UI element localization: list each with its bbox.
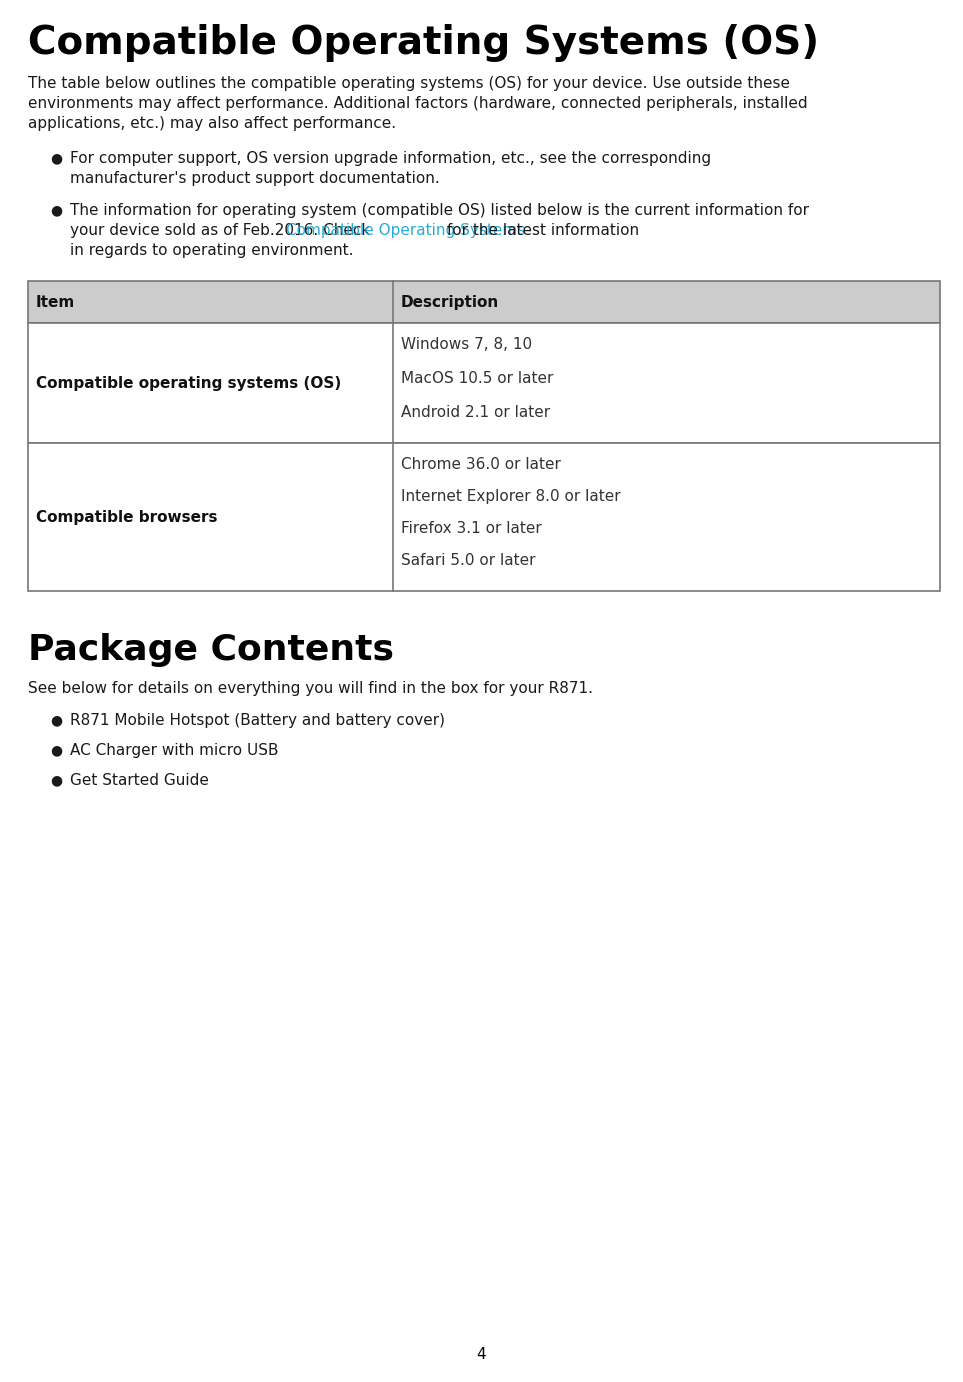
Text: R871 Mobile Hotspot (Battery and battery cover): R871 Mobile Hotspot (Battery and battery… [70,713,445,728]
Text: MacOS 10.5 or later: MacOS 10.5 or later [401,370,553,386]
Text: Windows 7, 8, 10: Windows 7, 8, 10 [401,337,532,352]
Text: ●: ● [50,773,63,786]
Text: ●: ● [50,151,63,164]
Text: Android 2.1 or later: Android 2.1 or later [401,405,550,420]
Text: 4: 4 [477,1347,486,1363]
Text: manufacturer's product support documentation.: manufacturer's product support documenta… [70,171,440,187]
Text: Item: Item [36,294,75,310]
Text: Chrome 36.0 or later: Chrome 36.0 or later [401,457,560,473]
Text: Firefox 3.1 or later: Firefox 3.1 or later [401,521,541,536]
Text: Compatible Operating Systems (OS): Compatible Operating Systems (OS) [28,23,820,62]
Text: Internet Explorer 8.0 or later: Internet Explorer 8.0 or later [401,489,620,504]
Text: AC Charger with micro USB: AC Charger with micro USB [70,744,278,757]
Bar [28,281,940,323]
Text: Compatible browsers: Compatible browsers [36,510,218,525]
Text: applications, etc.) may also affect performance.: applications, etc.) may also affect perf… [28,116,396,131]
Text: Compatible Operating Systems: Compatible Operating Systems [286,223,526,238]
Text: your device sold as of Feb.2016. Check: your device sold as of Feb.2016. Check [70,223,376,238]
Text: ●: ● [50,744,63,757]
Text: ●: ● [50,203,63,217]
Text: Compatible operating systems (OS): Compatible operating systems (OS) [36,376,341,391]
Text: The table below outlines the compatible operating systems (OS) for your device. : The table below outlines the compatible … [28,76,790,91]
Text: ●: ● [50,713,63,727]
Text: Package Contents: Package Contents [28,633,394,668]
Bar [28,323,940,444]
Text: The information for operating system (compatible OS) listed below is the current: The information for operating system (co… [70,203,809,218]
Text: in regards to operating environment.: in regards to operating environment. [70,243,353,258]
Bar [28,444,940,591]
Text: For computer support, OS version upgrade information, etc., see the correspondin: For computer support, OS version upgrade… [70,151,711,166]
Text: Description: Description [401,294,499,310]
Text: environments may affect performance. Additional factors (hardware, connected per: environments may affect performance. Add… [28,95,808,111]
Text: See below for details on everything you will find in the box for your R871.: See below for details on everything you … [28,681,593,697]
Text: Safari 5.0 or later: Safari 5.0 or later [401,553,535,568]
Text: for the latest information: for the latest information [442,223,639,238]
Text: Get Started Guide: Get Started Guide [70,773,209,788]
